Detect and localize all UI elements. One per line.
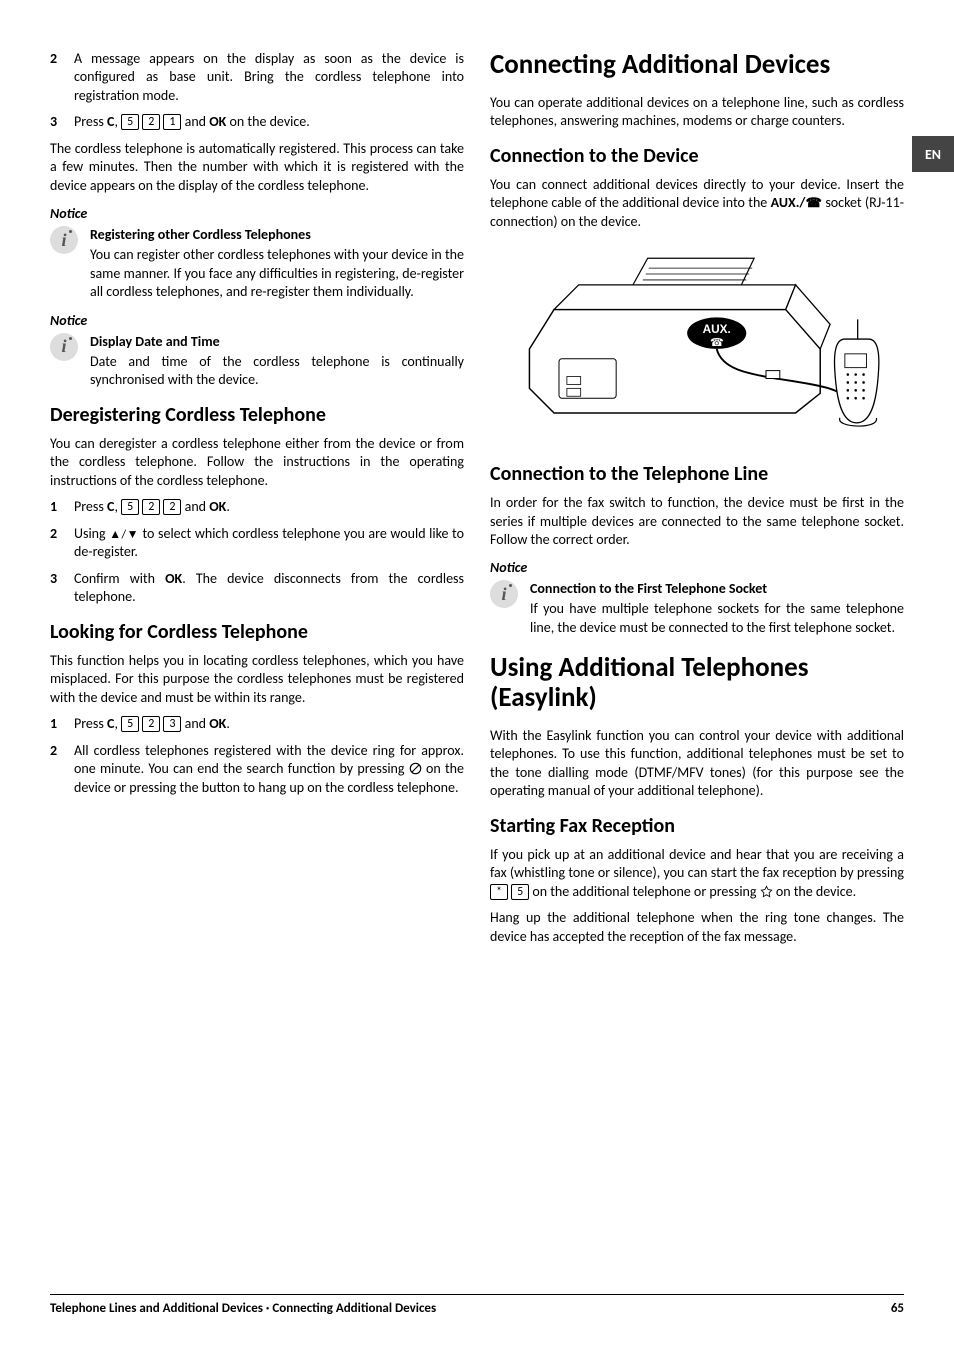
looking-paragraph: This function helps you in locating cord… bbox=[50, 652, 464, 707]
key-5: 5 bbox=[121, 499, 139, 515]
step-number: 1 bbox=[50, 498, 64, 516]
notice-label: Notice bbox=[490, 559, 904, 576]
step-text: Press C, 5 2 2 and OK. bbox=[74, 498, 464, 516]
step-number: 3 bbox=[50, 570, 64, 607]
heading-connection-device: Connection to the Device bbox=[490, 145, 904, 168]
register-steps: 2 A message appears on the display as so… bbox=[50, 50, 464, 132]
svg-text:☎: ☎ bbox=[710, 336, 723, 349]
heading-deregister: Deregistering Cordless Telephone bbox=[50, 404, 464, 427]
right-column: Connecting Additional Devices You can op… bbox=[490, 44, 904, 954]
step-number: 2 bbox=[50, 525, 64, 562]
notice-label: Notice bbox=[50, 312, 464, 329]
easylink-paragraph: With the Easylink function you can contr… bbox=[490, 727, 904, 801]
step-text: Press C, 5 2 3 and OK. bbox=[74, 715, 464, 733]
key-2: 2 bbox=[142, 499, 160, 515]
notice-body: Date and time of the cordless telephone … bbox=[90, 353, 464, 390]
register-paragraph: The cordless telephone is automatically … bbox=[50, 140, 464, 195]
step-number: 1 bbox=[50, 715, 64, 733]
key-2: 2 bbox=[142, 114, 160, 130]
svg-text:AUX.: AUX. bbox=[703, 322, 731, 336]
stop-icon bbox=[409, 762, 422, 775]
key-2: 2 bbox=[142, 716, 160, 732]
heading-looking: Looking for Cordless Telephone bbox=[50, 621, 464, 644]
key-1: 1 bbox=[163, 114, 181, 130]
language-tab: EN bbox=[912, 136, 954, 172]
key-5: 5 bbox=[511, 884, 529, 900]
notice-title: Display Date and Time bbox=[90, 333, 464, 350]
phone-icon: ☎ bbox=[805, 196, 822, 211]
footer-breadcrumb: Telephone Lines and Additional Devices ·… bbox=[50, 1301, 436, 1316]
up-down-arrows-icon: ▲/▼ bbox=[109, 528, 139, 542]
heading-connection-tel-line: Connection to the Telephone Line bbox=[490, 463, 904, 486]
page-number: 65 bbox=[891, 1301, 904, 1316]
key-5: 5 bbox=[121, 716, 139, 732]
step-number: 2 bbox=[50, 50, 64, 105]
start-icon bbox=[760, 885, 773, 898]
notice-block: i Connection to the First Telephone Sock… bbox=[490, 580, 904, 637]
page-footer: Telephone Lines and Additional Devices ·… bbox=[50, 1294, 904, 1316]
notice-label: Notice bbox=[50, 205, 464, 222]
step-number: 2 bbox=[50, 742, 64, 797]
start-fax-paragraph: If you pick up at an additional device a… bbox=[490, 846, 904, 901]
info-icon: i bbox=[50, 333, 80, 390]
looking-steps: 1 Press C, 5 2 3 and OK. 2 All cordless … bbox=[50, 715, 464, 797]
hangup-paragraph: Hang up the additional telephone when th… bbox=[490, 909, 904, 946]
deregister-steps: 1 Press C, 5 2 2 and OK. 2 Using ▲/▼ to … bbox=[50, 498, 464, 607]
key-2: 2 bbox=[163, 499, 181, 515]
step-text: Press C, 5 2 1 and OK on the device. bbox=[74, 113, 464, 131]
notice-body: If you have multiple telephone sockets f… bbox=[530, 600, 904, 637]
step-text: All cordless telephones registered with … bbox=[74, 742, 464, 797]
step-text: A message appears on the display as soon… bbox=[74, 50, 464, 105]
heading-easylink: Using Additional Telephones (Easylink) bbox=[490, 653, 904, 712]
connection-device-paragraph: You can connect additional devices direc… bbox=[490, 176, 904, 231]
notice-title: Registering other Cordless Telephones bbox=[90, 226, 464, 243]
key-star: * bbox=[490, 884, 508, 900]
step-text: Confirm with OK. The device disconnects … bbox=[74, 570, 464, 607]
notice-block: i Registering other Cordless Telephones … bbox=[50, 226, 464, 301]
key-5: 5 bbox=[121, 114, 139, 130]
info-icon: i bbox=[50, 226, 80, 301]
heading-connecting-devices: Connecting Additional Devices bbox=[490, 50, 904, 80]
key-3: 3 bbox=[163, 716, 181, 732]
notice-block: i Display Date and Time Date and time of… bbox=[50, 333, 464, 390]
device-illustration: AUX. ☎ bbox=[490, 239, 904, 449]
notice-title: Connection to the First Telephone Socket bbox=[530, 580, 904, 597]
connection-tel-paragraph: In order for the fax switch to function,… bbox=[490, 494, 904, 549]
left-column: 2 A message appears on the display as so… bbox=[50, 44, 464, 954]
deregister-paragraph: You can deregister a cordless telephone … bbox=[50, 435, 464, 490]
step-number: 3 bbox=[50, 113, 64, 131]
info-icon: i bbox=[490, 580, 520, 637]
notice-body: You can register other cordless telephon… bbox=[90, 246, 464, 301]
connecting-paragraph: You can operate additional devices on a … bbox=[490, 94, 904, 131]
heading-start-fax: Starting Fax Reception bbox=[490, 815, 904, 838]
step-text: Using ▲/▼ to select which cordless telep… bbox=[74, 525, 464, 562]
